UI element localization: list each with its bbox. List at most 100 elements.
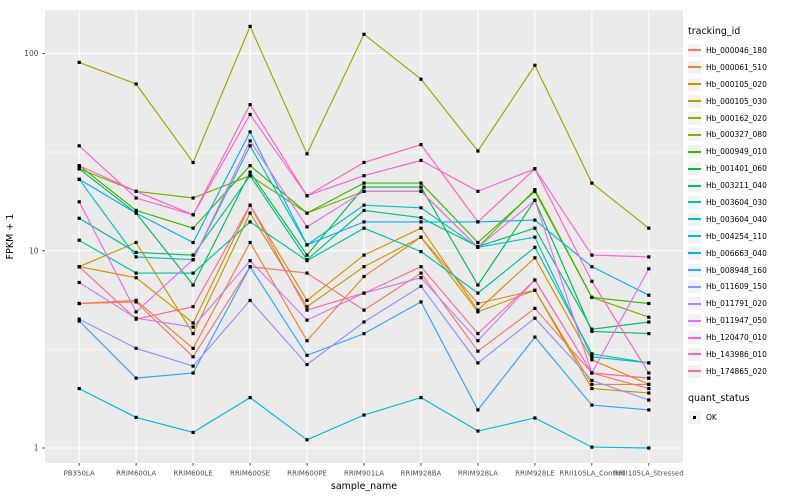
data-point: [590, 352, 594, 356]
legend-key-swatch: [688, 331, 701, 345]
legend-item-Hb_011947_050: Hb_011947_050: [688, 312, 798, 329]
legend-item-label: Hb_008948_160: [706, 265, 767, 275]
data-point: [77, 238, 81, 242]
legend-item-label: Hb_000046_180: [706, 45, 767, 55]
data-point: [419, 158, 423, 162]
data-point: [362, 160, 366, 165]
legend-item-label: Hb_000061_510: [706, 62, 767, 72]
legend-key-swatch: [688, 410, 701, 424]
data-point: [419, 235, 423, 239]
data-point: [248, 139, 252, 143]
data-point: [647, 255, 651, 259]
data-point: [362, 203, 366, 207]
data-point: [533, 256, 537, 260]
data-point: [77, 200, 81, 204]
data-point: [191, 253, 195, 257]
data-point: [305, 243, 309, 247]
x-tick-label: RRII105LA_Control: [559, 470, 624, 478]
data-point: [476, 339, 480, 343]
data-point: [134, 271, 138, 275]
data-point: [647, 320, 651, 324]
data-point: [419, 185, 423, 189]
legend-item-label: OK: [706, 412, 717, 422]
data-point: [77, 280, 81, 285]
data-point: [590, 295, 594, 299]
legend-line-icon: [688, 353, 701, 356]
legend-title-tracking-id: tracking_id: [688, 26, 741, 37]
x-tick-label: RRIM600LE: [173, 470, 213, 478]
data-point: [419, 226, 423, 230]
data-point: [419, 271, 423, 275]
y-axis-title: FPKM + 1: [5, 214, 16, 260]
legend-key-swatch: [688, 111, 701, 125]
data-point: [134, 250, 138, 254]
legend-item-label: Hb_003604_040: [706, 214, 767, 224]
data-point: [647, 391, 651, 395]
legend-item-Hb_003604_030: Hb_003604_030: [688, 194, 798, 211]
legend-item-label: Hb_006663_040: [706, 248, 767, 258]
data-point: [305, 211, 309, 215]
data-point: [419, 250, 423, 254]
data-point: [476, 308, 480, 312]
legend-quant-items: OK: [688, 409, 798, 426]
legend-line-icon: [688, 201, 701, 204]
legend-title-quant-status: quant_status: [688, 392, 750, 404]
data-point: [362, 413, 366, 417]
data-point: [362, 265, 366, 269]
legend-item-quant-OK: OK: [688, 409, 798, 426]
x-tick-label: RRIM928LA: [458, 470, 498, 478]
data-point: [533, 189, 537, 193]
data-point: [362, 291, 366, 295]
data-point: [533, 245, 537, 249]
legend-line-icon: [688, 285, 701, 288]
data-point: [77, 317, 81, 321]
data-point: [590, 387, 594, 391]
legend-line-icon: [688, 133, 701, 136]
data-point: [419, 396, 423, 400]
legend-key-swatch: [688, 195, 701, 209]
legend-line-icon: [688, 66, 701, 69]
data-point: [419, 220, 423, 224]
data-point: [419, 265, 423, 269]
data-point: [362, 185, 366, 189]
legend-item-Hb_001401_060: Hb_001401_060: [688, 160, 798, 177]
data-point: [362, 320, 366, 324]
data-point: [305, 438, 309, 442]
data-point: [305, 362, 309, 367]
data-point: [476, 332, 480, 336]
data-point: [248, 112, 252, 117]
x-tick-label: PB350LA: [64, 470, 95, 478]
legend-item-Hb_003604_040: Hb_003604_040: [688, 211, 798, 228]
data-point: [191, 364, 195, 368]
data-point: [305, 152, 309, 156]
data-point: [362, 174, 366, 178]
data-point: [134, 240, 138, 245]
legend-key-swatch: [688, 246, 701, 260]
data-point: [191, 196, 195, 200]
data-point: [191, 346, 195, 350]
data-point: [134, 415, 138, 419]
data-point: [590, 371, 594, 375]
x-tick-label: RRIM928BA: [401, 470, 442, 478]
legend-key-swatch: [688, 43, 701, 57]
data-point: [248, 203, 252, 207]
data-point: [77, 216, 81, 220]
data-point: [590, 378, 594, 382]
data-point: [305, 318, 309, 322]
legend-item-Hb_000105_030: Hb_000105_030: [688, 93, 798, 110]
data-point: [647, 361, 651, 365]
x-tick-label: RRIM600LA: [116, 470, 156, 478]
data-point: [248, 259, 252, 263]
data-point: [476, 429, 480, 433]
legend-key-swatch: [688, 145, 701, 159]
data-point: [647, 267, 651, 271]
legend-tracking-items: Hb_000046_180 Hb_000061_510 Hb_000105_020 H…: [688, 42, 798, 380]
data-point: [476, 245, 480, 249]
data-point: [647, 387, 651, 391]
data-point: [533, 188, 537, 192]
data-point: [134, 211, 138, 215]
data-point: [362, 253, 366, 257]
legend-key-swatch: [688, 162, 701, 176]
data-point: [590, 327, 594, 331]
